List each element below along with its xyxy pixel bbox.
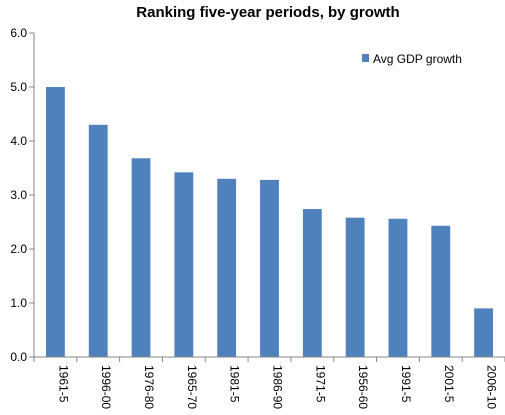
bars [45,87,494,357]
x-tick-label: 2001-5 [442,365,456,403]
x-tick-label: 1976-80 [142,365,156,409]
bar-1986-90 [260,179,279,357]
x-tick-label: 1996-00 [99,365,113,409]
bar-2006-10 [474,308,494,357]
y-tick-label: 3.0 [10,188,27,202]
bar-1961-5 [45,87,65,357]
y-tick-label: 5.0 [10,80,27,94]
x-tick-label: 1971-5 [313,365,327,403]
y-tick-label: 6.0 [10,26,27,40]
y-tick-label: 0.0 [10,350,27,364]
x-tick-label: 2006-10 [485,365,499,409]
chart-title: Ranking five-year periods, by growth [136,4,399,21]
bar-2001-5 [431,225,451,357]
bar-1996-00 [88,124,108,357]
x-tick-label: 1991-5 [399,365,413,403]
x-tick-label: 1986-90 [271,365,285,409]
y-tick-label: 2.0 [10,242,27,256]
y-tick-label: 1.0 [10,296,27,310]
legend-swatch [362,54,369,62]
x-tick-label: 1961-5 [56,365,70,403]
bar-1991-5 [388,218,408,357]
bar-1981-5 [217,178,237,357]
legend-label: Avg GDP growth [373,52,462,66]
x-tick-label: 1956-60 [356,365,370,409]
bar-1971-5 [302,209,322,357]
bar-1976-80 [131,158,151,357]
y-axis-ticks: 0.0 1.0 2.0 3.0 4.0 5.0 6.0 [10,26,34,364]
x-tick-label: 1965-70 [185,365,199,409]
legend: Avg GDP growth [362,52,462,66]
x-axis-ticks: 1961-5 1996-00 1976-80 1965-70 1981-5 1986-90… [33,357,505,409]
y-tick-label: 4.0 [10,134,27,148]
bar-1965-70 [174,172,194,357]
x-tick-label: 1981-5 [228,365,242,403]
bar-1956-60 [345,217,365,357]
